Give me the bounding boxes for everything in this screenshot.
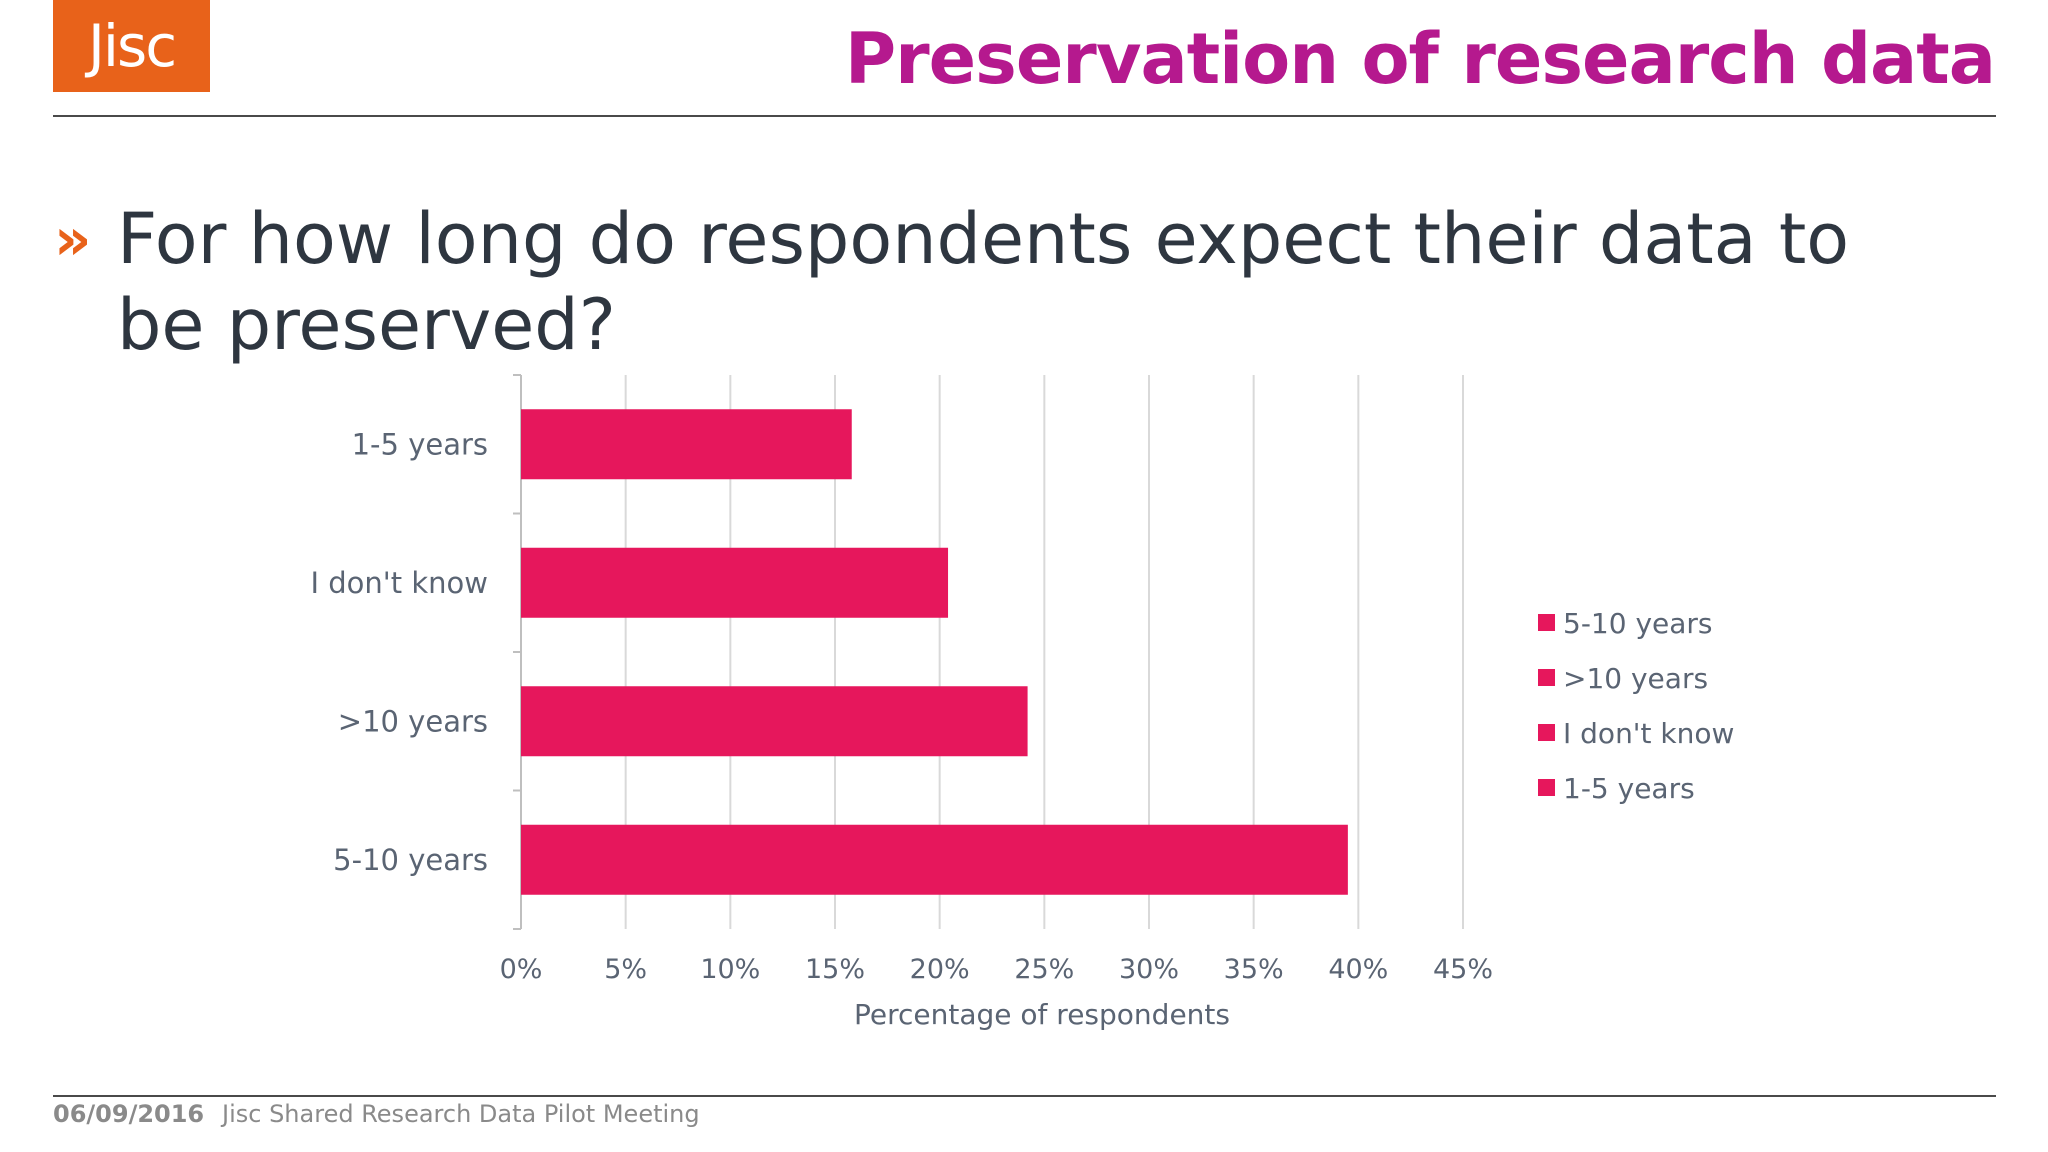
legend-label: 1-5 years <box>1563 772 1695 805</box>
legend-swatch <box>1538 724 1555 741</box>
footer-text: Jisc Shared Research Data Pilot Meeting <box>222 1100 700 1128</box>
category-label: 1-5 years <box>352 427 488 461</box>
bar <box>521 409 852 480</box>
header-divider <box>53 115 1996 117</box>
legend-label: >10 years <box>1563 662 1708 695</box>
bar <box>521 547 949 618</box>
x-axis-title: Percentage of respondents <box>854 998 1230 1031</box>
x-tick-label: 0% <box>500 954 543 985</box>
x-tick-label: 35% <box>1224 954 1284 985</box>
x-tick-label: 30% <box>1119 954 1179 985</box>
x-tick-label: 20% <box>910 954 970 985</box>
bar <box>521 686 1028 757</box>
x-tick-label: 45% <box>1433 954 1493 985</box>
x-tick-label: 15% <box>805 954 865 985</box>
bar <box>521 824 1348 895</box>
category-label: >10 years <box>338 704 488 738</box>
legend-swatch <box>1538 779 1555 796</box>
legend-label: 5-10 years <box>1563 607 1713 640</box>
footer-date: 06/09/2016 <box>53 1100 205 1128</box>
chevron-bullet-icon: » <box>54 205 92 273</box>
x-tick-label: 5% <box>604 954 647 985</box>
slide-title: Preservation of research data <box>844 18 1996 100</box>
legend-swatch <box>1538 669 1555 686</box>
x-tick-label: 10% <box>700 954 760 985</box>
legend-swatch <box>1538 614 1555 631</box>
category-label: 5-10 years <box>333 843 488 877</box>
legend-label: I don't know <box>1563 717 1734 750</box>
category-label: I don't know <box>311 566 489 600</box>
question-text: For how long do respondents expect their… <box>117 198 1850 366</box>
jisc-logo: Jisc <box>53 0 210 92</box>
x-tick-label: 25% <box>1014 954 1074 985</box>
x-tick-label: 40% <box>1328 954 1388 985</box>
footer-divider <box>53 1095 1996 1097</box>
